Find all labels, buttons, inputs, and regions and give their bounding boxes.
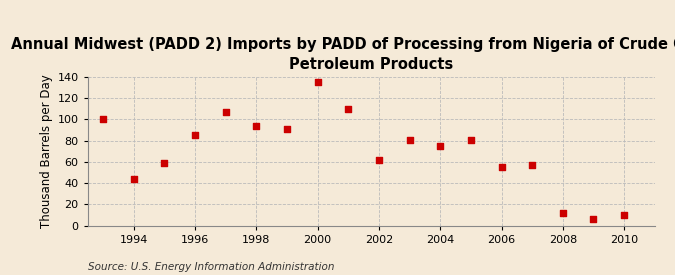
Point xyxy=(404,138,415,142)
Point xyxy=(98,117,109,122)
Point xyxy=(128,177,139,181)
Y-axis label: Thousand Barrels per Day: Thousand Barrels per Day xyxy=(40,74,53,228)
Point xyxy=(281,127,292,131)
Point xyxy=(220,110,231,114)
Title: Annual Midwest (PADD 2) Imports by PADD of Processing from Nigeria of Crude Oil : Annual Midwest (PADD 2) Imports by PADD … xyxy=(11,37,675,72)
Point xyxy=(588,217,599,221)
Point xyxy=(558,211,568,215)
Point xyxy=(313,80,323,84)
Point xyxy=(619,213,630,217)
Text: Source: U.S. Energy Information Administration: Source: U.S. Energy Information Administ… xyxy=(88,262,334,272)
Point xyxy=(251,123,262,128)
Point xyxy=(466,138,477,142)
Point xyxy=(496,165,507,169)
Point xyxy=(435,144,446,148)
Point xyxy=(159,161,170,165)
Point xyxy=(526,163,537,167)
Point xyxy=(343,107,354,111)
Point xyxy=(190,133,200,138)
Point xyxy=(373,158,384,162)
